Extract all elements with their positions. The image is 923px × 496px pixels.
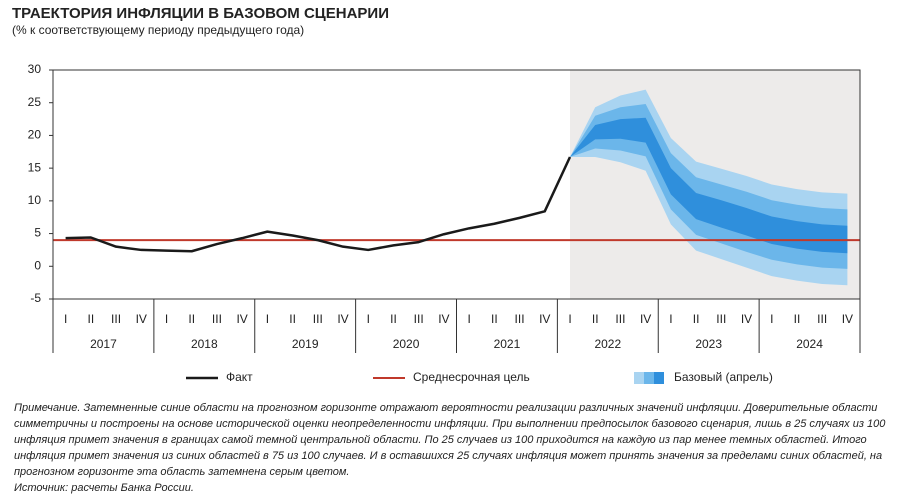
x-tick-label: I xyxy=(669,312,672,326)
x-tick-label: II xyxy=(794,312,801,326)
y-tick-label: 30 xyxy=(28,62,42,76)
x-tick-label: III xyxy=(414,312,424,326)
year-label: 2021 xyxy=(494,337,521,351)
x-tick-label: IV xyxy=(640,312,651,326)
year-label: 2018 xyxy=(191,337,218,351)
y-tick-label: 15 xyxy=(28,160,42,174)
x-tick-label: I xyxy=(568,312,571,326)
note: Примечание. Затемненные синие области на… xyxy=(14,400,908,496)
x-tick-label: III xyxy=(313,312,323,326)
note-source: Источник: расчеты Банка России. xyxy=(14,482,194,494)
y-tick-label: 5 xyxy=(34,226,41,240)
year-label: 2017 xyxy=(90,337,117,351)
year-label: 2020 xyxy=(393,337,420,351)
y-tick-label: 25 xyxy=(28,95,42,109)
y-tick-label: 0 xyxy=(34,258,41,272)
x-tick-label: IV xyxy=(236,312,247,326)
y-tick-label: 10 xyxy=(28,193,42,207)
y-tick-label: 20 xyxy=(28,128,42,142)
x-tick-label: IV xyxy=(136,312,147,326)
x-tick-label: IV xyxy=(539,312,550,326)
legend-swatch xyxy=(654,372,664,384)
x-tick-label: III xyxy=(515,312,525,326)
note-text: Примечание. Затемненные синие области на… xyxy=(14,402,886,478)
x-tick-label: II xyxy=(592,312,599,326)
chart-subtitle: (% к соответствующему периоду предыдущег… xyxy=(12,23,304,37)
legend-label: Факт xyxy=(226,370,253,384)
x-tick-label: I xyxy=(770,312,773,326)
chart: ТРАЕКТОРИЯ ИНФЛЯЦИИ В БАЗОВОМ СЦЕНАРИИ (… xyxy=(12,5,861,384)
year-label: 2024 xyxy=(796,337,823,351)
x-tick-label: IV xyxy=(438,312,449,326)
x-tick-label: I xyxy=(367,312,370,326)
x-tick-label: I xyxy=(467,312,470,326)
x-tick-label: III xyxy=(212,312,222,326)
year-label: 2023 xyxy=(695,337,722,351)
x-tick-label: II xyxy=(693,312,700,326)
x-tick-label: II xyxy=(289,312,296,326)
legend-swatch xyxy=(634,372,644,384)
fan-band xyxy=(569,117,848,254)
x-tick-label: I xyxy=(64,312,67,326)
fact-line xyxy=(65,156,572,253)
x-tick-label: III xyxy=(817,312,827,326)
x-tick-label: IV xyxy=(741,312,752,326)
legend-label: Среднесрочная цель xyxy=(413,370,530,384)
x-tick-label: I xyxy=(266,312,269,326)
x-tick-label: IV xyxy=(842,312,853,326)
x-tick-label: II xyxy=(491,312,498,326)
legend-label: Базовый (апрель) xyxy=(674,370,773,384)
x-tick-label: III xyxy=(615,312,625,326)
legend-swatch xyxy=(644,372,654,384)
y-tick-label: -5 xyxy=(30,291,41,305)
year-label: 2019 xyxy=(292,337,319,351)
year-label: 2022 xyxy=(594,337,621,351)
x-tick-label: II xyxy=(188,312,195,326)
x-tick-label: II xyxy=(87,312,94,326)
chart-title: ТРАЕКТОРИЯ ИНФЛЯЦИИ В БАЗОВОМ СЦЕНАРИИ xyxy=(12,5,389,22)
x-tick-label: II xyxy=(390,312,397,326)
x-tick-label: III xyxy=(111,312,121,326)
x-tick-label: IV xyxy=(337,312,348,326)
x-tick-label: III xyxy=(716,312,726,326)
x-tick-label: I xyxy=(165,312,168,326)
